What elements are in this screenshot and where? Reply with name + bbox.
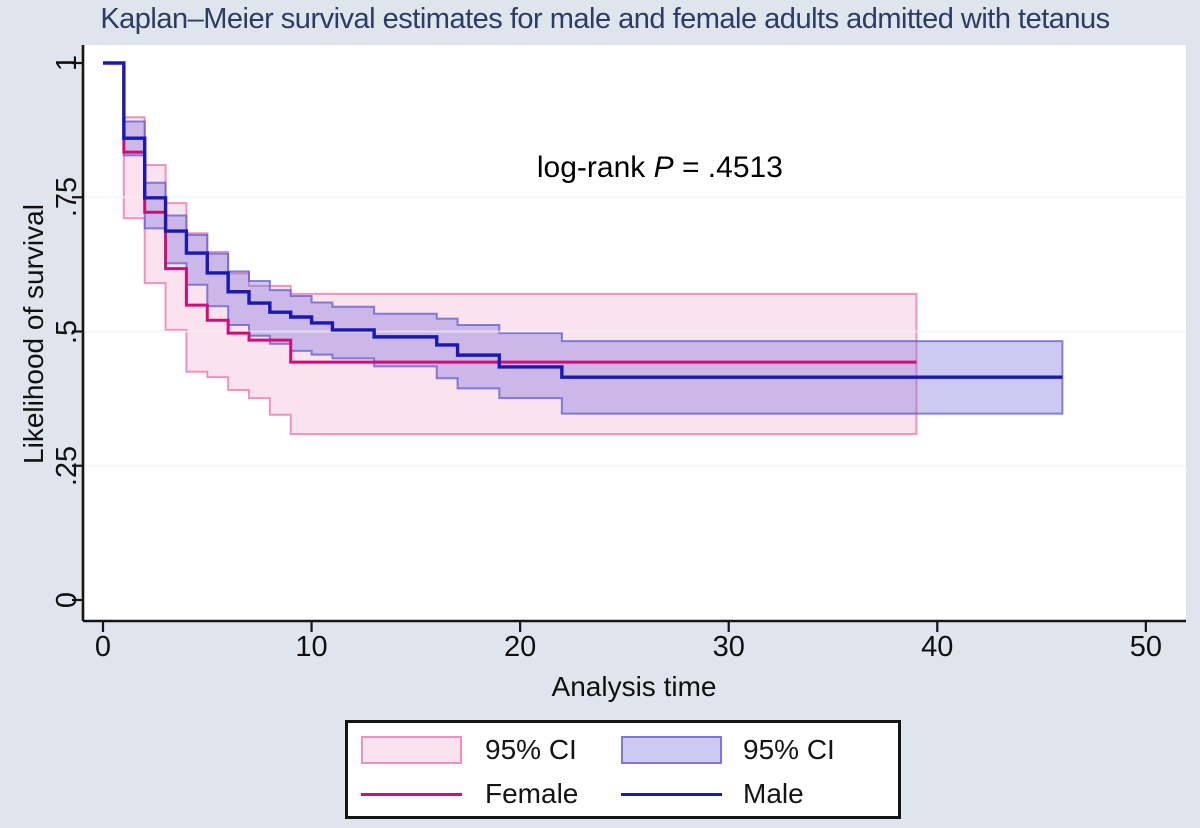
chart-title: Kaplan–Meier survival estimates for male… <box>100 3 1110 35</box>
female-ci-label: 95% CI <box>485 734 577 765</box>
y-tick-label: .5 <box>51 319 83 344</box>
y-axis-title: Likelihood of survival <box>18 204 49 464</box>
annotation-prefix: log-rank <box>536 150 654 184</box>
male-line-label: Male <box>743 778 804 809</box>
annotation: log-rank P = .4513 <box>537 151 783 185</box>
x-tick-label: 20 <box>503 631 537 663</box>
annotation-p-symbol: P <box>653 150 674 184</box>
male-survival-curve <box>103 61 1063 379</box>
y-tick-label: 0 <box>51 591 83 609</box>
x-tick-label: 30 <box>712 631 745 663</box>
y-tick-label: .25 <box>51 445 83 486</box>
y-tick-label: 1 <box>51 54 83 72</box>
plot-area <box>83 45 1186 621</box>
female-line-swatch <box>361 793 462 796</box>
male-ci-label: 95% CI <box>743 734 835 765</box>
male-ci-swatch <box>621 736 722 764</box>
female-ci-swatch <box>361 736 462 764</box>
annotation-value: = .4513 <box>673 150 783 184</box>
legend: 95% CI 95% CI Female Male <box>345 720 901 819</box>
female-survival-curve <box>103 61 917 364</box>
female-line-label: Female <box>485 778 579 809</box>
x-axis-title: Analysis time <box>551 671 717 702</box>
x-tick-label: 0 <box>94 631 112 663</box>
x-tick-label: 10 <box>295 631 328 663</box>
x-tick-label: 40 <box>921 631 954 663</box>
x-tick-label: 50 <box>1129 631 1162 663</box>
male-line-swatch <box>621 793 722 796</box>
y-tick-label: .75 <box>51 177 83 218</box>
